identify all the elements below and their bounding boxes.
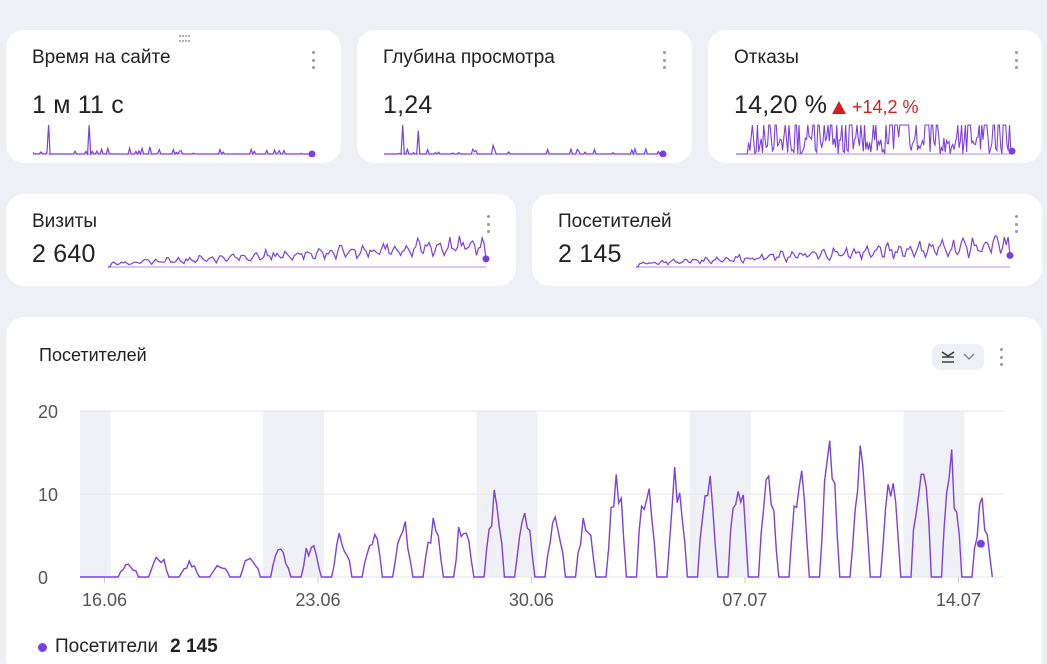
- more-icon[interactable]: [661, 51, 667, 69]
- delta-value: +14,2 %: [852, 97, 919, 117]
- metric-card-visits[interactable]: Визиты 2 640: [6, 194, 516, 286]
- metric-card-bounces[interactable]: Отказы 14,20 % +14,2 %: [708, 30, 1042, 163]
- y-tick-label: 20: [38, 402, 58, 422]
- metric-title: Визиты: [32, 211, 97, 232]
- metric-title: Посетителей: [558, 211, 672, 232]
- legend-marker: [38, 642, 47, 652]
- series-last-point: [976, 539, 985, 548]
- sparkline-visits: [108, 235, 490, 268]
- sparkline-last-point: [482, 255, 490, 263]
- metric-delta: +14,2 %: [832, 97, 919, 118]
- sparkline-time-on-site: [33, 124, 316, 157]
- sparkline-last-point: [308, 150, 316, 157]
- visitors-line-chart: 0 10 20 16.06 23.06 30.06 07.07 14.07: [38, 402, 1004, 610]
- sparkline-visitors: [636, 235, 1014, 268]
- y-tick-label: 0: [38, 568, 48, 588]
- more-icon[interactable]: [310, 51, 316, 69]
- legend-total: 2 145: [170, 636, 218, 657]
- x-tick-label: 23.06: [295, 590, 340, 610]
- sparkline-depth: [384, 124, 667, 157]
- series-line: [80, 440, 993, 578]
- more-icon[interactable]: [998, 348, 1004, 366]
- metric-card-time-on-site[interactable]: Время на сайте 1 м 11 с: [6, 30, 341, 163]
- sparkline-bounces: [736, 124, 1016, 156]
- metric-title: Время на сайте: [32, 47, 171, 68]
- metric-value: 1 м 11 с: [32, 91, 124, 119]
- sparkline-path: [33, 124, 312, 157]
- sparkline-last-point: [659, 150, 667, 157]
- x-tick-label: 07.07: [722, 590, 767, 610]
- sparkline-path: [384, 124, 663, 156]
- x-tick-label: 14.07: [936, 590, 981, 610]
- metric-card-visitors[interactable]: Посетителей 2 145: [532, 194, 1042, 286]
- more-icon[interactable]: [1013, 51, 1019, 69]
- metric-card-depth[interactable]: Глубина просмотра 1,24: [357, 30, 692, 163]
- chevron-down-icon: [963, 353, 975, 361]
- metric-title: Глубина просмотра: [383, 47, 555, 68]
- sparkline-last-point: [1008, 147, 1016, 155]
- sparkline-path: [736, 124, 1013, 156]
- chart-type-toggle[interactable]: [932, 344, 984, 370]
- arrow-up-icon: [832, 101, 846, 114]
- sparkline-last-point: [1006, 251, 1014, 259]
- chart-title: Посетителей: [39, 345, 147, 365]
- chart-legend[interactable]: Посетители 2 145: [38, 636, 218, 658]
- y-tick-label: 10: [38, 485, 58, 505]
- metric-title: Отказы: [734, 47, 799, 68]
- legend-label: Посетители: [55, 636, 159, 657]
- x-tick-label: 16.06: [82, 590, 127, 610]
- drag-handle-icon[interactable]: [179, 35, 191, 43]
- sparkline-path: [636, 235, 1011, 268]
- chart-type-icon: [941, 351, 955, 363]
- metric-value: 1,24: [383, 91, 433, 119]
- sparkline-path: [108, 235, 487, 268]
- metric-value: 2 145: [558, 240, 622, 268]
- x-tick-label: 30.06: [509, 590, 554, 610]
- metric-value: 14,20 %: [734, 91, 828, 119]
- more-icon[interactable]: [485, 215, 491, 233]
- more-icon[interactable]: [1013, 215, 1019, 233]
- metric-value: 2 640: [32, 240, 96, 268]
